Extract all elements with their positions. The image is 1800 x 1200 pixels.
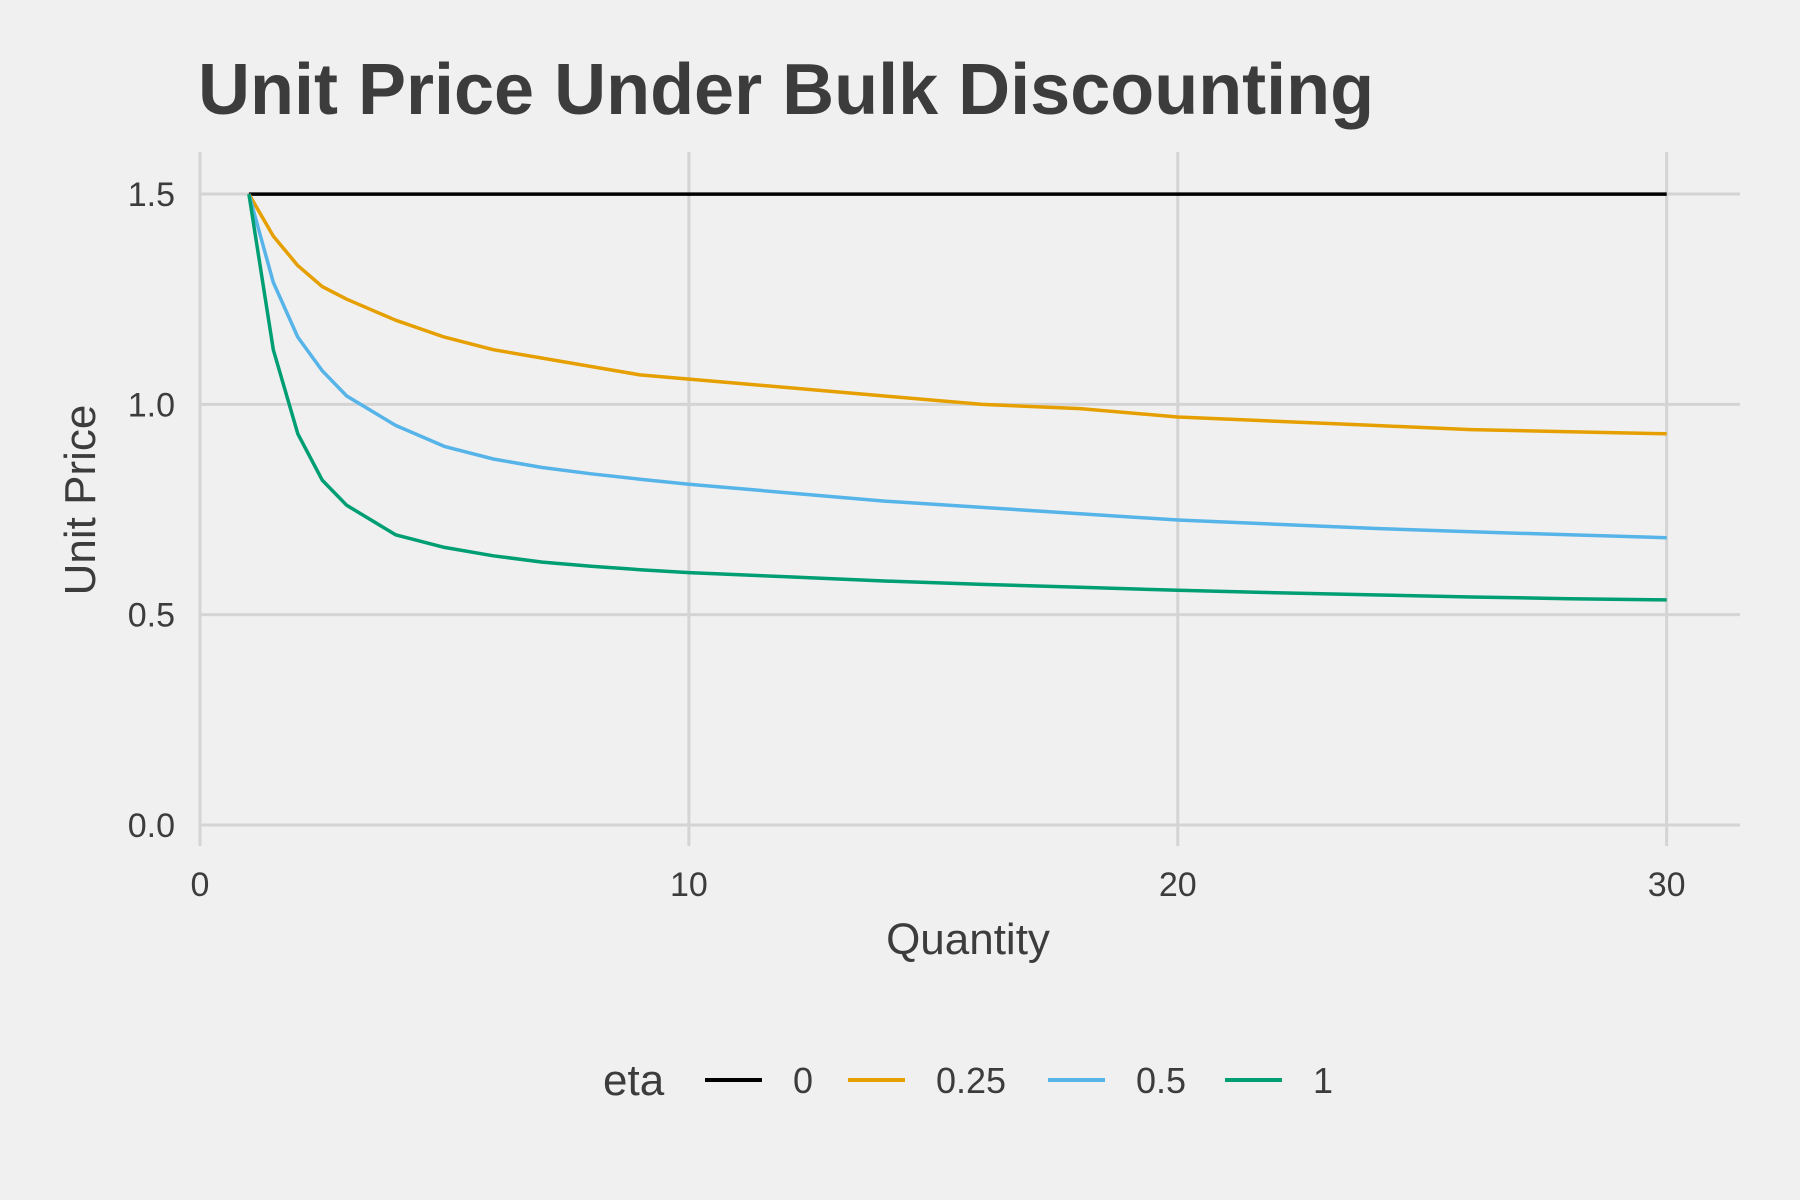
- y-tick-label: 0.0: [128, 807, 175, 845]
- y-tick-label: 1.0: [128, 386, 175, 424]
- x-tick-label: 0: [191, 866, 210, 904]
- y-axis-title: Unit Price: [56, 405, 105, 596]
- y-tick-label: 1.5: [128, 176, 175, 214]
- legend-title: eta: [603, 1056, 665, 1105]
- grid: [198, 152, 1740, 846]
- x-axis-ticks: 0 10 20 30: [191, 866, 1686, 904]
- legend: eta 0 0.25 0.5 1: [603, 1056, 1333, 1105]
- x-tick-label: 30: [1648, 866, 1686, 904]
- x-tick-label: 20: [1159, 866, 1197, 904]
- series-line-0-5: [247, 193, 1667, 540]
- y-axis-ticks: 0.0 0.5 1.0 1.5: [128, 176, 175, 845]
- series-line-0-25: [247, 193, 1667, 436]
- legend-label: 0.25: [936, 1060, 1006, 1101]
- legend-label: 0.5: [1136, 1060, 1186, 1101]
- legend-label: 1: [1313, 1060, 1333, 1101]
- series-line-1: [247, 193, 1667, 602]
- x-axis-title: Quantity: [886, 915, 1050, 964]
- legend-label: 0: [793, 1060, 813, 1101]
- chart-title: Unit Price Under Bulk Discounting: [198, 50, 1374, 130]
- series-lines: [247, 192, 1667, 602]
- y-tick-label: 0.5: [128, 597, 175, 635]
- x-tick-label: 10: [670, 866, 708, 904]
